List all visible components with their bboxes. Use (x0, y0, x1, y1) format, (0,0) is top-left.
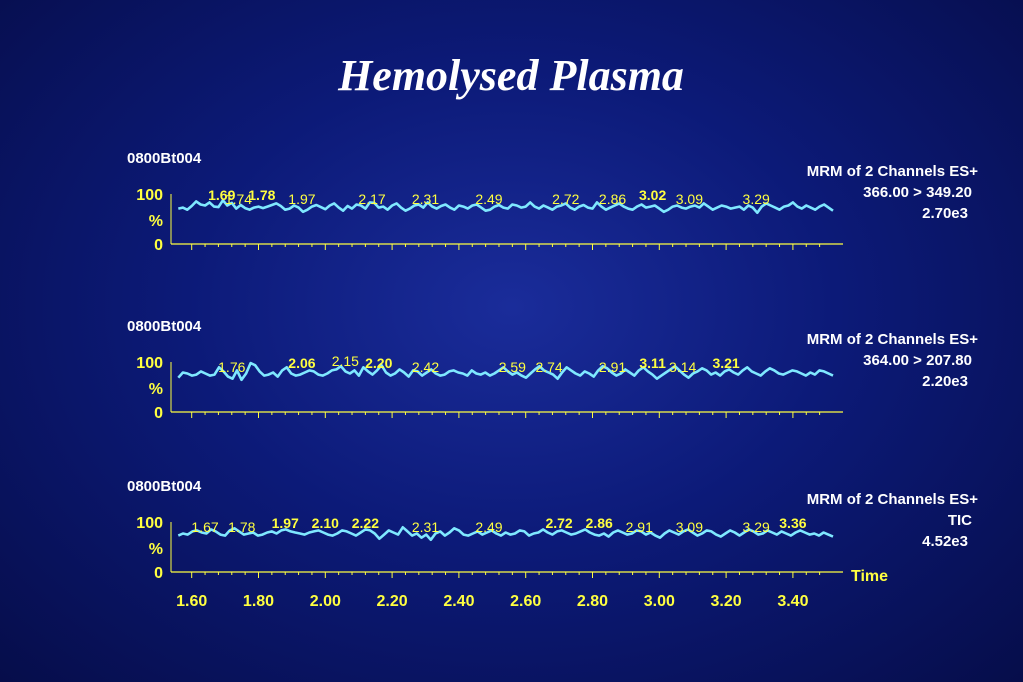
channel-description-line: 2.70e3 (922, 205, 968, 222)
peak-label: 2.15 (332, 353, 359, 369)
x-tick-label: 3.20 (711, 593, 742, 610)
chromatogram-trace (178, 199, 834, 215)
peak-label: 1.97 (288, 191, 315, 207)
peak-label: 1.67 (191, 519, 218, 535)
channel-description-line: MRM of 2 Channels ES+ (807, 163, 979, 180)
chromatogram-panel-1: 0800Bt004 MRM of 2 Channels ES+ 366.00 > 3… (127, 150, 978, 254)
peak-label: 3.11 (639, 355, 666, 371)
peak-label: 3.21 (712, 355, 739, 371)
y-tick-label: 0 (154, 405, 163, 422)
peak-label: 3.14 (669, 359, 696, 375)
y-tick-label: % (149, 541, 163, 558)
peak-label: 1.69 (208, 187, 235, 203)
sample-id: 0800Bt004 (127, 478, 202, 495)
peak-label: 2.22 (352, 515, 379, 531)
peak-label: 2.91 (626, 519, 653, 535)
peak-label: 2.72 (552, 191, 579, 207)
x-tick-label: 2.80 (577, 593, 608, 610)
x-tick-label: 3.00 (644, 593, 675, 610)
sample-id: 0800Bt004 (127, 318, 202, 335)
channel-description-line: MRM of 2 Channels ES+ (807, 331, 979, 348)
peak-label: 2.06 (288, 355, 315, 371)
channel-description-line: 2.20e3 (922, 373, 968, 390)
y-tick-label: 0 (154, 565, 163, 582)
peak-label: 2.86 (586, 515, 613, 531)
x-tick-label: 2.60 (510, 593, 541, 610)
chromatogram-trace (177, 361, 834, 382)
y-tick-label: % (149, 213, 163, 230)
x-axis-label: Time (851, 568, 888, 585)
x-tick-label: 1.60 (176, 593, 207, 610)
peak-label: 3.09 (676, 191, 703, 207)
x-tick-label: 2.00 (310, 593, 341, 610)
peak-label: 2.49 (475, 191, 502, 207)
sample-id: 0800Bt004 (127, 150, 202, 167)
x-tick-label: 1.80 (243, 593, 274, 610)
x-tick-label: 2.20 (377, 593, 408, 610)
peak-label: 2.31 (412, 519, 439, 535)
chromatogram-panels: 0800Bt004 MRM of 2 Channels ES+ 366.00 > 3… (127, 150, 978, 610)
peak-label: 1.78 (228, 519, 255, 535)
peak-label: 2.59 (499, 359, 526, 375)
peak-label: 3.02 (639, 187, 666, 203)
peak-label: 2.10 (312, 515, 339, 531)
channel-description-line: 4.52e3 (922, 533, 968, 550)
peak-label: 1.76 (218, 359, 245, 375)
channel-description-line: TIC (948, 512, 972, 529)
peak-label: 2.86 (599, 191, 626, 207)
peak-label: 2.72 (545, 515, 572, 531)
peak-label: 3.29 (743, 191, 770, 207)
chromatogram-panel-2: 0800Bt004 MRM of 2 Channels ES+ 364.00 > 2… (127, 318, 978, 422)
channel-description-line: MRM of 2 Channels ES+ (807, 491, 979, 508)
y-tick-label: % (149, 381, 163, 398)
x-tick-label: 2.40 (443, 593, 474, 610)
peak-label: 2.74 (535, 359, 562, 375)
peak-label: 3.29 (743, 519, 770, 535)
slide-title: Hemolysed Plasma (337, 51, 684, 100)
peak-label: 2.49 (475, 519, 502, 535)
y-tick-label: 100 (136, 515, 163, 532)
peak-label: 2.91 (599, 359, 626, 375)
peak-label: 1.78 (248, 187, 275, 203)
chromatogram-trace (177, 525, 834, 542)
peak-label: 2.31 (412, 191, 439, 207)
y-tick-label: 100 (136, 187, 163, 204)
x-tick-label: 3.40 (777, 593, 808, 610)
peak-label: 3.09 (676, 519, 703, 535)
peak-label: 1.74 (225, 191, 252, 207)
peak-label: 1.97 (272, 515, 299, 531)
y-tick-label: 100 (136, 355, 163, 372)
peak-label: 2.42 (412, 359, 439, 375)
channel-description-line: 366.00 > 349.20 (863, 184, 972, 201)
peak-label: 2.17 (358, 191, 385, 207)
y-tick-label: 0 (154, 237, 163, 254)
peak-label: 3.36 (779, 515, 806, 531)
peak-label: 2.20 (365, 355, 392, 371)
chromatogram-panel-3: 0800Bt004 MRM of 2 Channels ES+ TIC 4.52e3 1… (127, 478, 978, 610)
channel-description-line: 364.00 > 207.80 (863, 352, 972, 369)
